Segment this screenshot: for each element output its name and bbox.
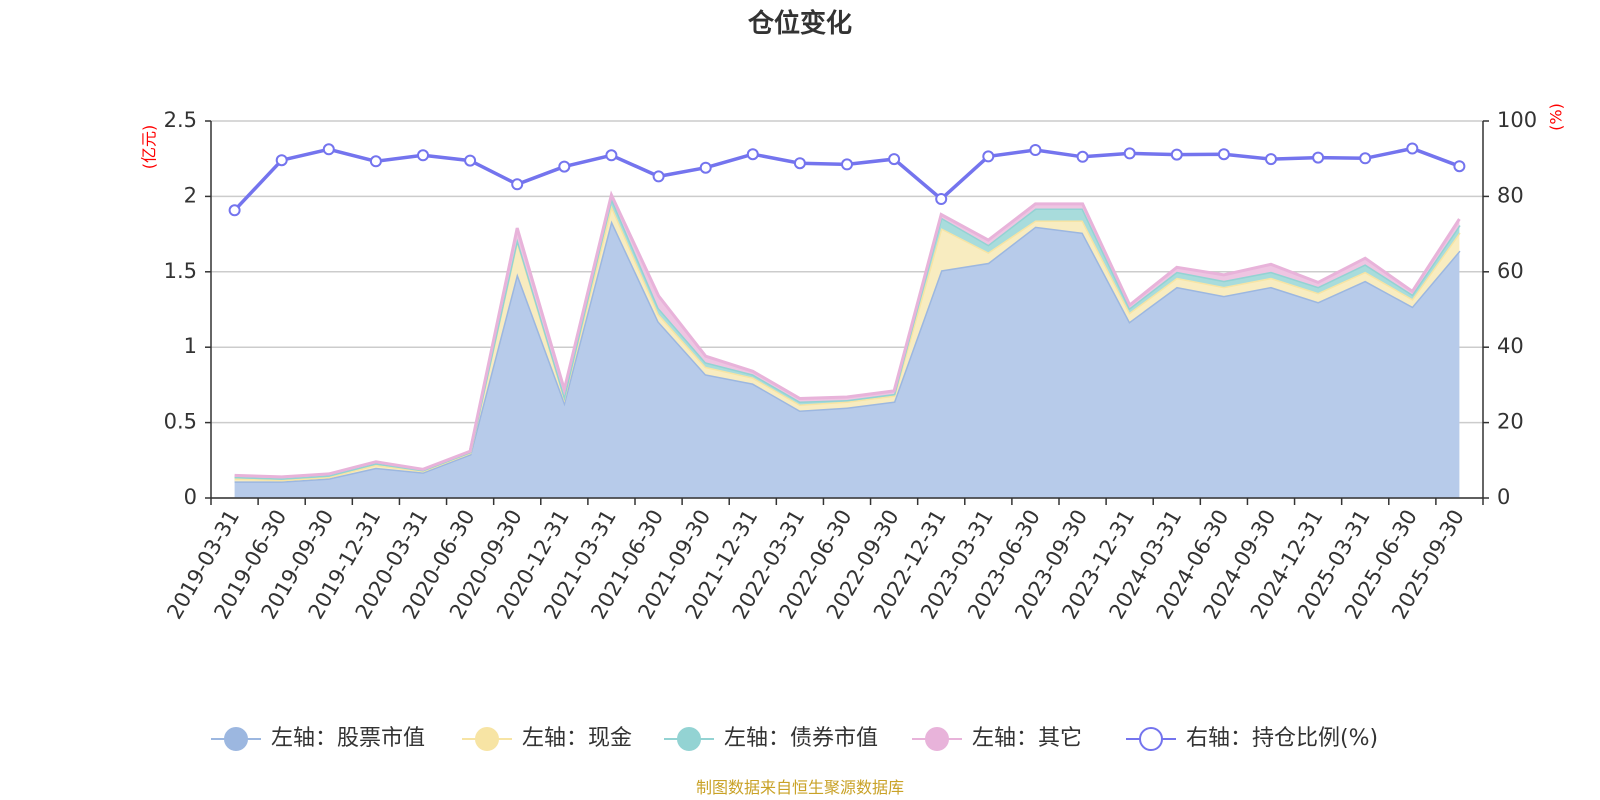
ratio-point xyxy=(322,143,335,156)
legend-marker xyxy=(475,727,499,751)
legend: 左轴：股票市值 左轴：现金 左轴：债券市值 左轴：其它 右轴：持仓比例(%) xyxy=(211,726,1378,751)
legend-marker xyxy=(1139,727,1163,751)
area-左轴：股票市值 xyxy=(234,220,1460,498)
source-note: 制图数据来自恒生聚源数据库 xyxy=(696,778,904,797)
ratio-point xyxy=(935,193,948,205)
ratio-point xyxy=(1359,152,1372,165)
legend-marker xyxy=(224,727,248,751)
ratio-point xyxy=(417,149,429,162)
ratio-point xyxy=(1406,142,1419,155)
legend-marker xyxy=(925,727,949,751)
right-tick-label: 40 xyxy=(1497,334,1524,358)
legend-label: 右轴：持仓比例(%) xyxy=(1186,726,1378,751)
left-tick-label: 1.5 xyxy=(164,259,197,283)
ratio-point xyxy=(511,178,524,191)
ratio-point xyxy=(1265,153,1277,166)
right-tick-label: 60 xyxy=(1497,259,1524,283)
left-axis-unit: (亿元) xyxy=(140,125,159,170)
right-axis-unit: (%) xyxy=(1547,103,1566,131)
legend-item[interactable]: 左轴：债券市值 xyxy=(664,726,878,751)
ratio-point xyxy=(369,155,382,168)
legend-item[interactable]: 左轴：现金 xyxy=(462,726,632,751)
ratio-point xyxy=(699,161,712,174)
right-tick-label: 0 xyxy=(1497,485,1510,509)
legend-item[interactable]: 左轴：股票市值 xyxy=(211,726,425,751)
ratio-point xyxy=(888,153,901,166)
ratio-point xyxy=(841,158,853,171)
right-tick-label: 20 xyxy=(1497,410,1524,434)
legend-marker xyxy=(677,727,701,751)
ratio-point xyxy=(275,154,288,167)
ratio-point xyxy=(1170,148,1183,161)
ratio-point xyxy=(1312,151,1325,164)
ratio-point xyxy=(652,170,665,183)
right-tick-label: 100 xyxy=(1497,108,1537,132)
ratio-point xyxy=(605,149,618,162)
ratio-point xyxy=(1029,144,1042,156)
left-tick-label: 2.5 xyxy=(164,108,197,132)
legend-label: 左轴：股票市值 xyxy=(271,726,425,751)
ratio-point xyxy=(746,148,759,161)
legend-label: 左轴：债券市值 xyxy=(724,726,878,751)
left-tick-label: 1 xyxy=(184,334,197,358)
left-tick-label: 0.5 xyxy=(164,410,197,434)
ratio-point xyxy=(1076,150,1089,163)
left-tick-label: 2 xyxy=(184,183,197,207)
ratio-point xyxy=(558,160,571,173)
area-edge-左轴：其它 xyxy=(234,190,1461,479)
ratio-point xyxy=(1453,160,1466,173)
legend-item[interactable]: 左轴：其它 xyxy=(912,726,1082,751)
left-tick-label: 0 xyxy=(184,485,197,509)
stacked-areas xyxy=(234,190,1461,498)
ratio-point xyxy=(793,157,806,170)
right-tick-label: 80 xyxy=(1497,183,1524,207)
ratio-point xyxy=(982,150,995,163)
ratio-point xyxy=(1123,147,1136,160)
ratio-line xyxy=(228,142,1466,217)
legend-label: 左轴：现金 xyxy=(522,726,632,751)
legend-label: 左轴：其它 xyxy=(972,726,1082,751)
ratio-point xyxy=(464,154,477,167)
legend-item[interactable]: 右轴：持仓比例(%) xyxy=(1126,726,1378,751)
ratio-point xyxy=(228,204,241,217)
chart-title: 仓位变化 xyxy=(747,8,852,39)
ratio-point xyxy=(1217,148,1230,161)
